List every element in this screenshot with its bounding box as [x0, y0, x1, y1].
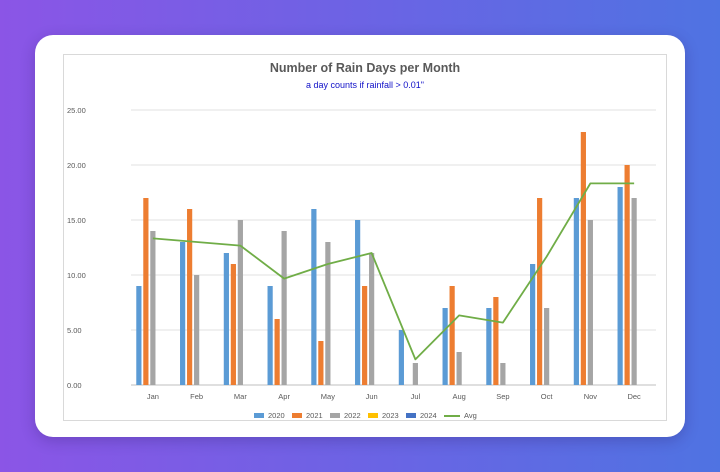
bar-2021-apr: [274, 319, 280, 385]
legend-item-avg: Avg: [444, 411, 477, 420]
legend-swatch: [330, 413, 340, 418]
x-tick-label: Jul: [411, 392, 421, 401]
bar-2021-nov: [580, 132, 586, 385]
x-tick-label: Aug: [452, 392, 465, 401]
bar-2022-dec: [631, 198, 637, 385]
legend-label: 2022: [344, 411, 361, 420]
x-tick-label: Apr: [278, 392, 290, 401]
bar-2022-nov: [587, 220, 593, 385]
x-tick-label: May: [321, 392, 335, 401]
x-tick-label: Dec: [627, 392, 641, 401]
bar-2020-may: [311, 209, 317, 385]
bar-2022-sep: [500, 363, 506, 385]
plot-area: 0.00 5.00 10.00 15.00 20.00 25.00 Jan Feb Mar Apr…: [67, 106, 656, 401]
bar-2022-mar: [237, 220, 243, 385]
bar-2021-sep: [493, 297, 499, 385]
legend-label: 2024: [420, 411, 437, 420]
y-tick-label: 10.00: [67, 271, 86, 280]
bar-2020-feb: [180, 242, 186, 385]
bar-2022-aug: [456, 352, 462, 385]
bar-2020-nov: [573, 198, 579, 385]
bar-2020-jun: [355, 220, 361, 385]
x-tick-label: Nov: [584, 392, 598, 401]
legend-swatch: [292, 413, 302, 418]
legend-label: 2020: [268, 411, 285, 420]
legend-label: 2023: [382, 411, 399, 420]
bar-2020-mar: [223, 253, 229, 385]
bar-2020-oct: [530, 264, 536, 385]
bar-2021-aug: [449, 286, 455, 385]
bar-2020-aug: [442, 308, 448, 385]
bar-2020-apr: [267, 286, 273, 385]
legend-label: Avg: [464, 411, 477, 420]
bar-2021-oct: [537, 198, 543, 385]
legend-swatch: [254, 413, 264, 418]
bar-2020-jul: [398, 330, 404, 385]
x-tick-label: Jan: [147, 392, 159, 401]
legend-item-2021: 2021: [292, 411, 323, 420]
bar-2022-jul: [412, 363, 418, 385]
legend-item-2024: 2024: [406, 411, 437, 420]
chart-card: Number of Rain Days per Month a day coun…: [35, 35, 685, 437]
bar-2020-dec: [617, 187, 623, 385]
legend-swatch: [406, 413, 416, 418]
y-tick-label: 15.00: [67, 216, 86, 225]
chart-area: Number of Rain Days per Month a day coun…: [63, 54, 667, 421]
x-tick-label: Sep: [496, 392, 509, 401]
bar-2022-jun: [369, 253, 375, 385]
legend-swatch: [368, 413, 378, 418]
legend-item-2020: 2020: [254, 411, 285, 420]
chart-title: Number of Rain Days per Month: [269, 61, 461, 75]
chart-subtitle: a day counts if rainfall > 0.01": [305, 80, 424, 90]
bar-2020-jan: [136, 286, 142, 385]
legend-item-2023: 2023: [368, 411, 399, 420]
y-tick-label: 0.00: [67, 381, 82, 390]
bar-2021-jan: [143, 198, 149, 385]
bar-2022-may: [325, 242, 331, 385]
bar-2022-jan: [150, 231, 156, 385]
y-tick-label: 5.00: [67, 326, 82, 335]
bar-2021-mar: [230, 264, 236, 385]
x-tick-label: Oct: [541, 392, 554, 401]
bar-2020-sep: [486, 308, 492, 385]
bar-2022-feb: [194, 275, 200, 385]
y-tick-label: 20.00: [67, 161, 86, 170]
legend-swatch: [444, 414, 460, 417]
series-line-avg: [152, 182, 635, 361]
x-tick-label: Mar: [234, 392, 247, 401]
legend-label: 2021: [306, 411, 323, 420]
bar-2022-oct: [544, 308, 550, 385]
bar-2022-apr: [281, 231, 287, 385]
x-tick-label: Feb: [190, 392, 203, 401]
bar-2021-dec: [624, 165, 630, 385]
bar-2021-feb: [187, 209, 193, 385]
y-tick-label: 25.00: [67, 106, 86, 115]
chart-legend: 2020 2021 2022 2023 2024 Avg: [64, 411, 666, 423]
bar-2021-jun: [362, 286, 368, 385]
bar-2021-may: [318, 341, 324, 385]
x-tick-label: Jun: [366, 392, 378, 401]
legend-item-2022: 2022: [330, 411, 361, 420]
